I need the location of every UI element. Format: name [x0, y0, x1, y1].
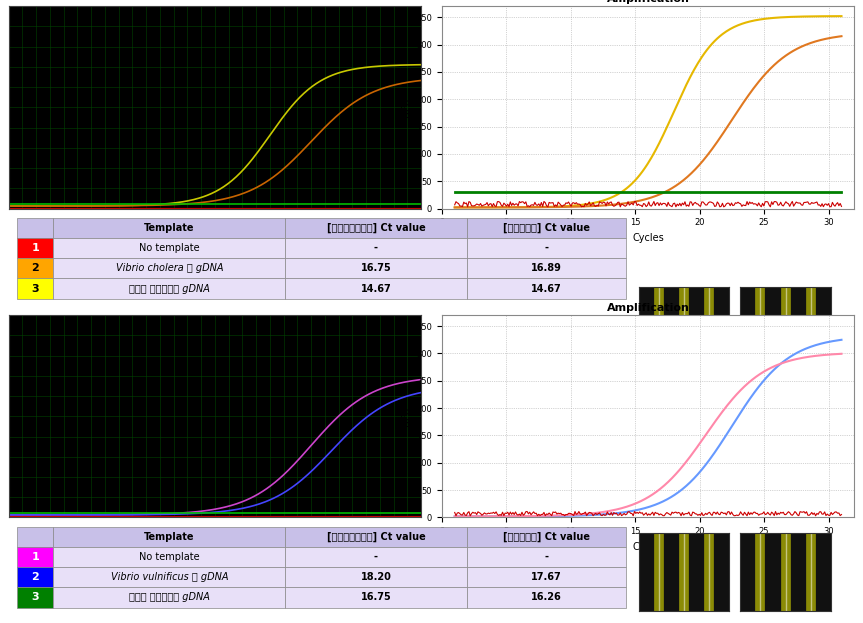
X-axis label: Cycle: Cycle — [204, 229, 226, 238]
Text: 16.75: 16.75 — [361, 264, 391, 273]
Text: 14.67: 14.67 — [531, 283, 562, 293]
Title: Amplification: Amplification — [607, 0, 690, 4]
FancyBboxPatch shape — [54, 587, 286, 607]
Text: 혼합된 식중독균의 gDNA: 혼합된 식중독균의 gDNA — [129, 283, 210, 293]
FancyBboxPatch shape — [17, 526, 54, 547]
Text: Template: Template — [144, 532, 194, 542]
Text: 2: 2 — [681, 381, 687, 391]
X-axis label: Cycles: Cycles — [633, 542, 664, 552]
FancyBboxPatch shape — [54, 258, 286, 278]
Text: 1: 1 — [758, 381, 764, 391]
Text: 혼합된 식중독균의 gDNA: 혼합된 식중독균의 gDNA — [129, 592, 210, 602]
Y-axis label: RFU: RFU — [400, 407, 411, 426]
FancyBboxPatch shape — [17, 567, 54, 587]
FancyBboxPatch shape — [286, 217, 467, 238]
Text: 16.75: 16.75 — [361, 592, 391, 602]
Text: No template: No template — [139, 243, 199, 253]
FancyBboxPatch shape — [286, 238, 467, 258]
Text: 17.67: 17.67 — [531, 573, 562, 583]
Text: Vibrio vulnificus 의 gDNA: Vibrio vulnificus 의 gDNA — [110, 573, 228, 583]
Text: 2: 2 — [783, 381, 789, 391]
Text: 14.67: 14.67 — [361, 283, 391, 293]
FancyBboxPatch shape — [54, 278, 286, 298]
Text: 1: 1 — [31, 243, 39, 253]
X-axis label: Cycle: Cycle — [204, 538, 226, 547]
FancyBboxPatch shape — [54, 547, 286, 567]
Text: 1: 1 — [31, 552, 39, 562]
Text: 3: 3 — [809, 381, 814, 391]
FancyBboxPatch shape — [467, 278, 626, 298]
Text: 3: 3 — [707, 381, 712, 391]
Text: [나노바이오시스] Ct value: [나노바이오시스] Ct value — [326, 222, 425, 233]
Text: 1: 1 — [656, 381, 662, 391]
Text: [바이오래드] Ct value: [바이오래드] Ct value — [503, 222, 589, 233]
FancyBboxPatch shape — [17, 278, 54, 298]
FancyBboxPatch shape — [286, 547, 467, 567]
Text: 2: 2 — [31, 264, 39, 273]
FancyBboxPatch shape — [286, 587, 467, 607]
Text: 16.89: 16.89 — [531, 264, 562, 273]
FancyBboxPatch shape — [467, 238, 626, 258]
FancyBboxPatch shape — [467, 258, 626, 278]
Text: [N사]: [N사] — [674, 397, 694, 406]
FancyBboxPatch shape — [286, 278, 467, 298]
Text: -: - — [545, 243, 548, 253]
Text: 2: 2 — [31, 573, 39, 583]
Text: 18.20: 18.20 — [361, 573, 391, 583]
FancyBboxPatch shape — [54, 238, 286, 258]
FancyBboxPatch shape — [17, 587, 54, 607]
FancyBboxPatch shape — [286, 526, 467, 547]
Text: 3: 3 — [31, 592, 39, 602]
Text: No template: No template — [139, 552, 199, 562]
FancyBboxPatch shape — [17, 258, 54, 278]
FancyBboxPatch shape — [467, 217, 626, 238]
FancyBboxPatch shape — [17, 238, 54, 258]
Text: -: - — [545, 552, 548, 562]
Text: Template: Template — [144, 223, 194, 233]
FancyBboxPatch shape — [17, 217, 54, 238]
FancyBboxPatch shape — [286, 567, 467, 587]
Text: [B사]: [B사] — [776, 397, 796, 406]
FancyBboxPatch shape — [286, 258, 467, 278]
FancyBboxPatch shape — [54, 217, 286, 238]
Y-axis label: RFU: RFU — [400, 98, 411, 117]
X-axis label: Cycles: Cycles — [633, 233, 664, 243]
Text: -: - — [374, 552, 378, 562]
FancyBboxPatch shape — [54, 567, 286, 587]
FancyBboxPatch shape — [467, 567, 626, 587]
FancyBboxPatch shape — [17, 547, 54, 567]
FancyBboxPatch shape — [467, 526, 626, 547]
FancyBboxPatch shape — [467, 587, 626, 607]
Title: Amplification: Amplification — [607, 303, 690, 313]
Text: Vibrio cholera 의 gDNA: Vibrio cholera 의 gDNA — [116, 264, 223, 273]
FancyBboxPatch shape — [467, 547, 626, 567]
Text: -: - — [374, 243, 378, 253]
FancyBboxPatch shape — [54, 526, 286, 547]
Text: 3: 3 — [31, 283, 39, 293]
Text: [나노바이오시스] Ct value: [나노바이오시스] Ct value — [326, 531, 425, 542]
Text: 16.26: 16.26 — [531, 592, 562, 602]
Text: [바이오래드] Ct value: [바이오래드] Ct value — [503, 531, 589, 542]
